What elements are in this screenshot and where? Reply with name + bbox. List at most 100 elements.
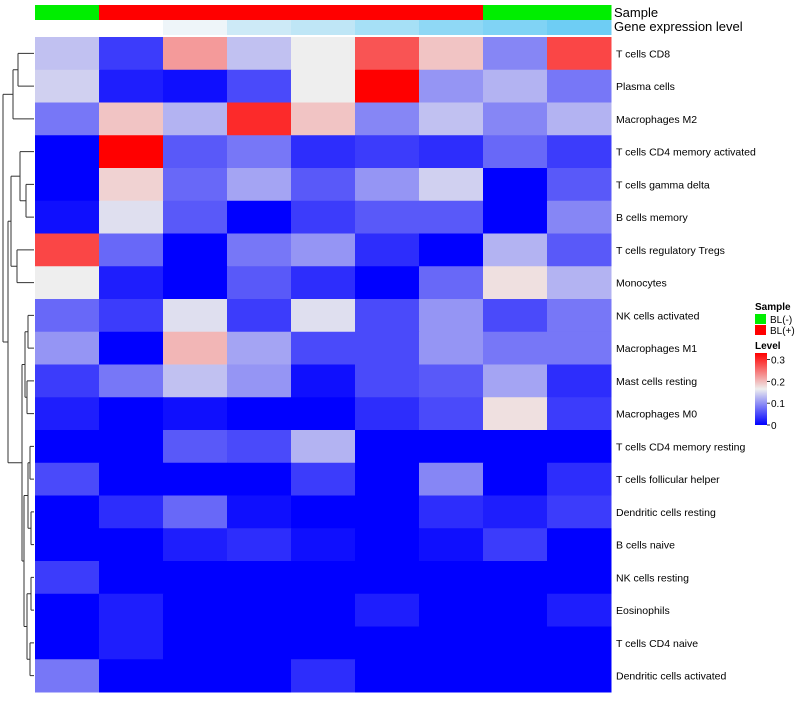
row-label: Plasma cells xyxy=(616,81,675,93)
heatmap-cell xyxy=(355,528,420,562)
heatmap-cell xyxy=(163,462,228,496)
heatmap-cell xyxy=(291,593,356,627)
heatmap-cell xyxy=(99,102,164,136)
legend-level-tick-label: 0 xyxy=(771,421,777,432)
legend-level-colorbar xyxy=(755,353,767,425)
sample-annotation-title: Sample xyxy=(614,5,658,20)
heatmap-cell xyxy=(355,430,420,464)
row-label: Dendritic cells activated xyxy=(616,671,726,683)
heatmap-cell xyxy=(35,168,100,202)
sample-annotation-cell xyxy=(483,5,548,20)
heatmap-cell xyxy=(163,69,228,103)
heatmap-cell xyxy=(227,397,292,431)
heatmap-cell xyxy=(35,397,100,431)
legend-sample-label: BL(+) xyxy=(770,326,795,337)
heatmap-cell xyxy=(419,69,484,103)
sample-annotation-cell xyxy=(227,5,292,20)
heatmap-cell xyxy=(35,593,100,627)
row-labels: T cells CD8 Plasma cells Macrophages M2 T c… xyxy=(616,48,756,682)
heatmap-cell xyxy=(291,364,356,398)
heatmap-cell xyxy=(163,102,228,136)
row-label: T cells regulatory Tregs xyxy=(616,245,725,257)
heatmap-cell xyxy=(163,168,228,202)
heatmap-cell xyxy=(291,135,356,169)
heatmap-cell xyxy=(547,102,612,136)
heatmap-cell xyxy=(547,659,612,693)
heatmap-cell xyxy=(547,69,612,103)
heatmap-cell xyxy=(227,266,292,300)
heatmap-cell xyxy=(227,659,292,693)
expression-annotation-cell xyxy=(291,20,356,35)
heatmap-cell xyxy=(419,430,484,464)
heatmap-cell xyxy=(419,233,484,267)
heatmap-cell xyxy=(355,233,420,267)
heatmap-cell xyxy=(291,37,356,71)
sample-annotation-cell xyxy=(291,5,356,20)
heatmap-cell xyxy=(99,200,164,234)
legend-level-tick-label: 0.3 xyxy=(771,356,785,367)
heatmap-cell xyxy=(547,331,612,365)
heatmap-cell xyxy=(291,233,356,267)
heatmap-cell xyxy=(163,200,228,234)
sample-annotation-bar xyxy=(35,5,612,20)
heatmap-cell xyxy=(419,102,484,136)
sample-annotation-cell xyxy=(35,5,100,20)
heatmap-cell xyxy=(419,462,484,496)
heatmap-cell xyxy=(291,626,356,660)
heatmap-cell xyxy=(163,397,228,431)
heatmap-cell xyxy=(547,495,612,529)
heatmap-cell xyxy=(291,69,356,103)
heatmap-cell xyxy=(227,69,292,103)
heatmap-cell xyxy=(355,331,420,365)
legend-sample-title: Sample xyxy=(755,302,791,313)
heatmap-cell xyxy=(419,495,484,529)
heatmap-cell xyxy=(227,528,292,562)
expression-annotation-cell xyxy=(99,20,164,35)
expression-annotation-cell xyxy=(355,20,420,35)
heatmap-cell xyxy=(547,233,612,267)
heatmap-cell xyxy=(483,102,548,136)
heatmap-cell xyxy=(483,135,548,169)
heatmap-cell xyxy=(483,495,548,529)
heatmap-cell xyxy=(483,561,548,595)
legend: Sample BL(-)BL(+) Level 0.3 0.2 0.1 0 xyxy=(755,302,795,432)
heatmap-cell xyxy=(35,69,100,103)
row-label: B cells naive xyxy=(616,540,675,552)
row-label: NK cells resting xyxy=(616,572,689,584)
heatmap-cell xyxy=(35,495,100,529)
heatmap-cell xyxy=(35,659,100,693)
heatmap-cell xyxy=(547,37,612,71)
heatmap-cell xyxy=(227,233,292,267)
heatmap-cell xyxy=(547,364,612,398)
heatmap-cell xyxy=(99,659,164,693)
sample-annotation-cell xyxy=(163,5,228,20)
sample-annotation-cell xyxy=(355,5,420,20)
heatmap-cell xyxy=(419,364,484,398)
row-label: T cells CD4 memory activated xyxy=(616,147,756,159)
heatmap-cell xyxy=(355,397,420,431)
heatmap-cell xyxy=(163,331,228,365)
expression-annotation-cell xyxy=(419,20,484,35)
row-label: Dendritic cells resting xyxy=(616,507,716,519)
heatmap-cell xyxy=(483,233,548,267)
heatmap-cell xyxy=(35,462,100,496)
heatmap-cell xyxy=(163,37,228,71)
row-label: T cells gamma delta xyxy=(616,179,710,191)
heatmap-cell xyxy=(291,266,356,300)
heatmap-cell xyxy=(355,364,420,398)
heatmap-cell xyxy=(483,462,548,496)
heatmap-cell xyxy=(547,528,612,562)
heatmap-cell xyxy=(483,364,548,398)
heatmap-cell xyxy=(99,233,164,267)
heatmap-cell xyxy=(419,299,484,333)
heatmap-cell xyxy=(547,430,612,464)
row-label: B cells memory xyxy=(616,212,689,224)
heatmap-cell xyxy=(163,528,228,562)
heatmap-cell xyxy=(355,266,420,300)
heatmap-cell xyxy=(291,397,356,431)
heatmap-cell xyxy=(483,593,548,627)
heatmap-cell xyxy=(163,626,228,660)
row-label: NK cells activated xyxy=(616,310,700,322)
